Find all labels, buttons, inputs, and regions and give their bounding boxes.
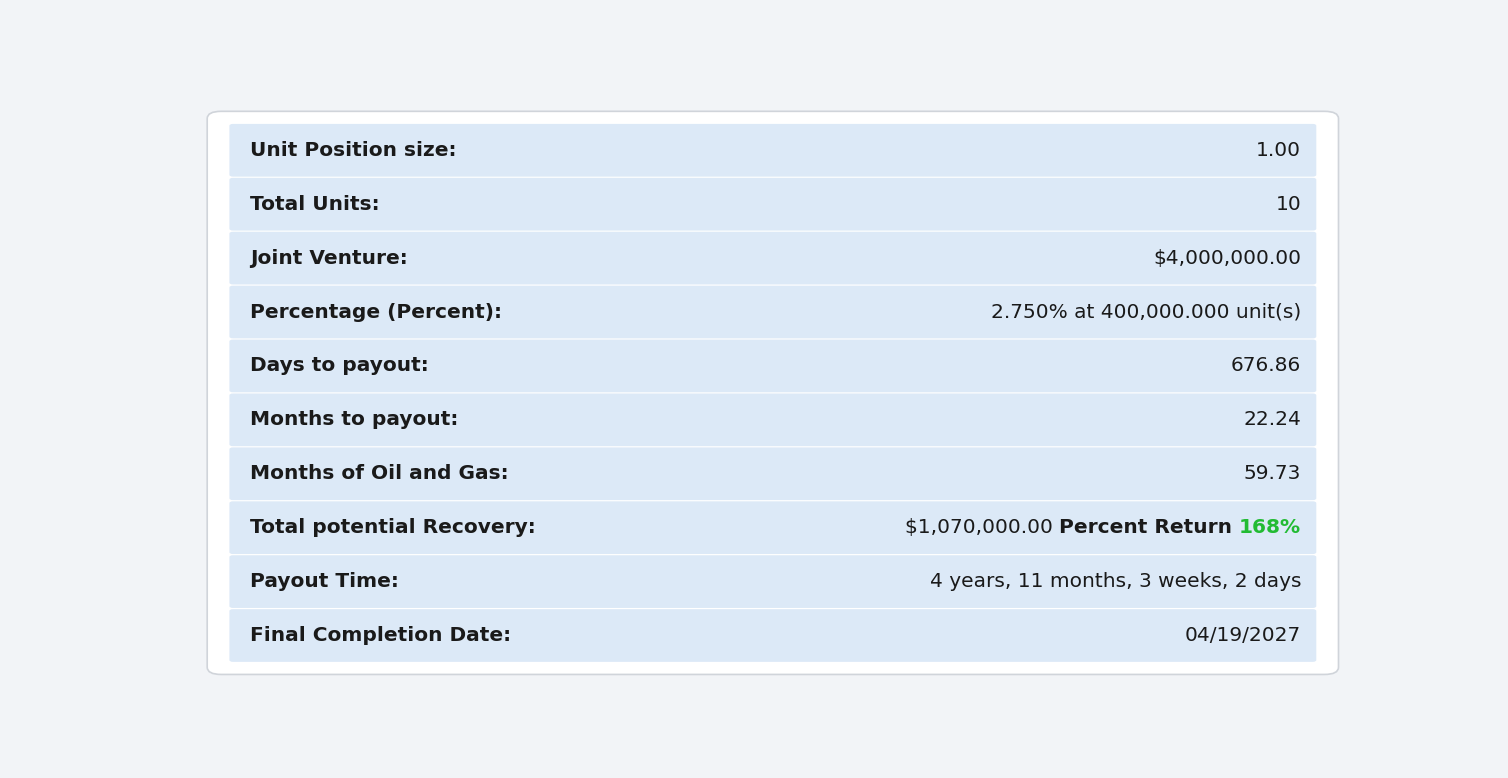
FancyBboxPatch shape: [229, 339, 1316, 392]
Text: Percentage (Percent):: Percentage (Percent):: [250, 303, 502, 321]
Text: 1.00: 1.00: [1256, 141, 1301, 159]
FancyBboxPatch shape: [229, 609, 1316, 662]
Text: Payout Time:: Payout Time:: [250, 572, 400, 591]
FancyBboxPatch shape: [229, 447, 1316, 500]
Text: Total Units:: Total Units:: [250, 194, 380, 214]
Text: Joint Venture:: Joint Venture:: [250, 249, 409, 268]
Text: 04/19/2027: 04/19/2027: [1185, 626, 1301, 645]
Text: 59.73: 59.73: [1244, 464, 1301, 483]
FancyBboxPatch shape: [229, 394, 1316, 447]
FancyBboxPatch shape: [229, 501, 1316, 554]
FancyBboxPatch shape: [229, 232, 1316, 285]
Text: Final Completion Date:: Final Completion Date:: [250, 626, 511, 645]
Text: $4,000,000.00: $4,000,000.00: [1154, 249, 1301, 268]
Text: 2.750% at 400,000.000 unit(s): 2.750% at 400,000.000 unit(s): [991, 303, 1301, 321]
FancyBboxPatch shape: [229, 124, 1316, 177]
Text: 676.86: 676.86: [1231, 356, 1301, 376]
Text: Months to payout:: Months to payout:: [250, 410, 458, 429]
Text: Unit Position size:: Unit Position size:: [250, 141, 457, 159]
Text: Months of Oil and Gas:: Months of Oil and Gas:: [250, 464, 510, 483]
Text: Total potential Recovery:: Total potential Recovery:: [250, 518, 537, 537]
Text: 4 years, 11 months, 3 weeks, 2 days: 4 years, 11 months, 3 weeks, 2 days: [929, 572, 1301, 591]
FancyBboxPatch shape: [207, 111, 1339, 675]
FancyBboxPatch shape: [229, 286, 1316, 338]
Text: 168%: 168%: [1240, 518, 1301, 537]
Text: 10: 10: [1276, 194, 1301, 214]
Text: $1,070,000.00: $1,070,000.00: [905, 518, 1059, 537]
Text: Days to payout:: Days to payout:: [250, 356, 430, 376]
Text: 22.24: 22.24: [1243, 410, 1301, 429]
FancyBboxPatch shape: [229, 178, 1316, 230]
Text: Percent Return: Percent Return: [1059, 518, 1240, 537]
FancyBboxPatch shape: [229, 555, 1316, 608]
